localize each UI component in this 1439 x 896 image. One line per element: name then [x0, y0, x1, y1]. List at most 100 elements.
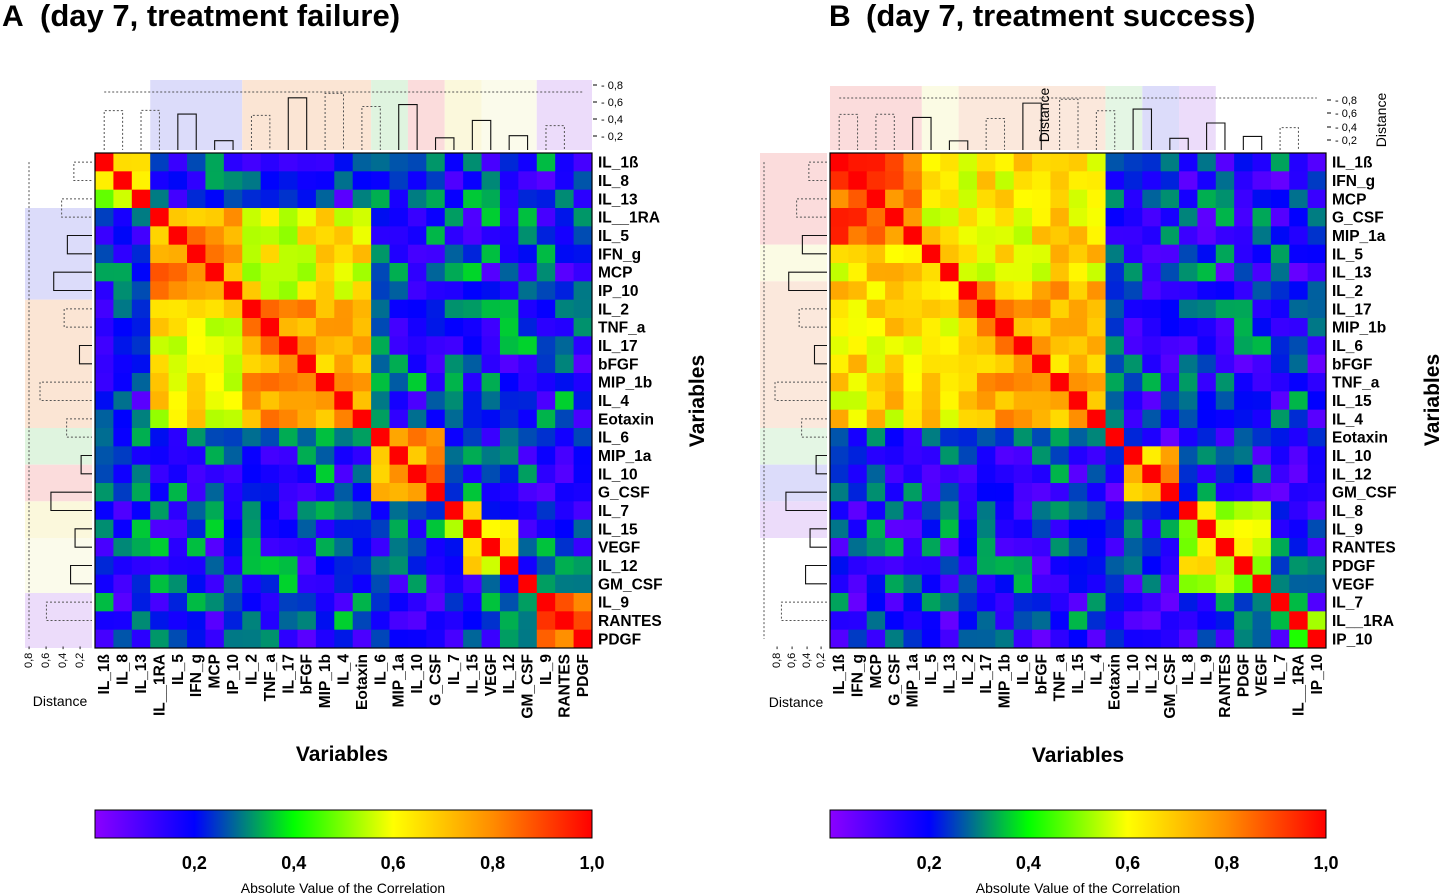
panel-b-cluster-band-left	[760, 281, 827, 428]
heatmap-cell	[573, 153, 593, 172]
panel-a-col-label: RANTES	[556, 654, 573, 718]
heatmap-cell	[315, 446, 335, 466]
heatmap-cell	[205, 281, 225, 301]
panel-b-distance-label-top: Distance	[1373, 93, 1389, 148]
heatmap-cell	[352, 299, 372, 319]
distance-tick-label: - 0,2	[1335, 135, 1357, 147]
heatmap-cell	[407, 354, 427, 374]
heatmap-cell	[1105, 226, 1125, 246]
heatmap-cell	[1270, 556, 1290, 576]
heatmap-cell	[407, 611, 427, 631]
heatmap-cell	[1252, 281, 1272, 301]
heatmap-cell	[1123, 263, 1143, 282]
heatmap-cell	[242, 629, 262, 649]
heatmap-cell	[536, 409, 556, 429]
heatmap-cell	[1123, 483, 1143, 502]
heatmap-cell	[297, 611, 317, 631]
heatmap-cell	[1307, 354, 1327, 374]
heatmap-cell	[995, 629, 1015, 649]
panel-b-row-label: IL_10	[1332, 448, 1372, 465]
heatmap-cell	[1179, 593, 1198, 612]
heatmap-cell	[205, 611, 225, 631]
heatmap-cell	[1234, 354, 1253, 374]
heatmap-cell	[1252, 336, 1272, 356]
heatmap-cell	[1068, 171, 1088, 191]
panel-a-letter: A	[2, 0, 24, 33]
panel-b-row-label: IFN_g	[1332, 173, 1375, 190]
heatmap-cell	[334, 244, 354, 264]
heatmap-cell	[1252, 171, 1272, 191]
heatmap-cell	[131, 629, 151, 649]
panel-b-row-label: RANTES	[1332, 540, 1396, 557]
heatmap-cell	[444, 226, 464, 246]
heatmap-cell	[279, 244, 298, 264]
panel-a-row-label: IL_4	[598, 393, 629, 410]
heatmap-cell	[1215, 538, 1235, 557]
heatmap-cell	[573, 593, 593, 612]
heatmap-cell	[995, 373, 1015, 392]
panel-b-letter: B	[829, 0, 851, 33]
heatmap-cell	[499, 226, 519, 246]
heatmap-cell	[260, 189, 280, 209]
heatmap-cell	[150, 611, 170, 631]
heatmap-cell	[481, 354, 501, 374]
heatmap-cell	[518, 483, 538, 502]
heatmap-cell	[131, 263, 151, 282]
heatmap-cell	[260, 611, 280, 631]
heatmap-cell	[1123, 593, 1143, 612]
panel-b-col-label: MCP	[868, 654, 885, 688]
heatmap-cell	[444, 244, 464, 264]
heatmap-cell	[260, 519, 280, 539]
heatmap-cell	[1050, 574, 1070, 594]
heatmap-cell	[444, 354, 464, 374]
heatmap-cell	[352, 354, 372, 374]
heatmap-cell	[903, 318, 923, 337]
heatmap-cell	[903, 354, 923, 374]
heatmap-cell	[958, 501, 978, 521]
heatmap-cell	[1032, 464, 1051, 484]
heatmap-cell	[297, 336, 317, 356]
heatmap-cell	[1270, 354, 1290, 374]
heatmap-cell	[1160, 391, 1180, 411]
heatmap-cell	[830, 336, 849, 356]
heatmap-cell	[444, 483, 464, 502]
heatmap-cell	[1270, 501, 1290, 521]
heatmap-cell	[187, 336, 206, 356]
heatmap-cell	[573, 629, 593, 649]
heatmap-cell	[1013, 354, 1033, 374]
dendrogram-branch	[434, 137, 455, 150]
heatmap-cell	[1160, 593, 1180, 612]
heatmap-cell	[334, 611, 354, 631]
heatmap-cell	[1289, 208, 1309, 227]
panel-a-col-label: IL_5	[170, 654, 187, 685]
dendrogram-branch	[545, 125, 565, 150]
heatmap-cell	[315, 299, 335, 319]
heatmap-cell	[95, 629, 114, 649]
heatmap-cell	[499, 244, 519, 264]
heatmap-cell	[426, 373, 446, 392]
heatmap-cell	[940, 226, 959, 246]
heatmap-cell	[371, 629, 390, 649]
heatmap-cell	[1270, 593, 1290, 612]
heatmap-cell	[481, 373, 501, 392]
heatmap-cell	[976, 538, 996, 557]
heatmap-cell	[205, 538, 225, 557]
heatmap-cell	[1105, 373, 1125, 392]
heatmap-cell	[1289, 318, 1309, 337]
panel-b-dendrogram-left	[763, 161, 827, 639]
panel-b-row-label: Eotaxin	[1332, 430, 1388, 447]
heatmap-cell	[1123, 336, 1143, 356]
heatmap-cell	[1215, 574, 1235, 594]
heatmap-cell	[407, 263, 427, 282]
heatmap-cell	[1252, 354, 1272, 374]
heatmap-cell	[1032, 483, 1051, 502]
heatmap-cell	[131, 244, 151, 264]
heatmap-cell	[1252, 244, 1272, 264]
heatmap-cell	[1270, 391, 1290, 411]
heatmap-cell	[1013, 281, 1033, 301]
heatmap-cell	[113, 501, 133, 521]
colorbar-tick-label: 0,6	[381, 853, 406, 873]
panel-b-col-label: TNF_a	[1052, 654, 1069, 702]
heatmap-cell	[573, 483, 593, 502]
heatmap-cell	[830, 629, 849, 649]
